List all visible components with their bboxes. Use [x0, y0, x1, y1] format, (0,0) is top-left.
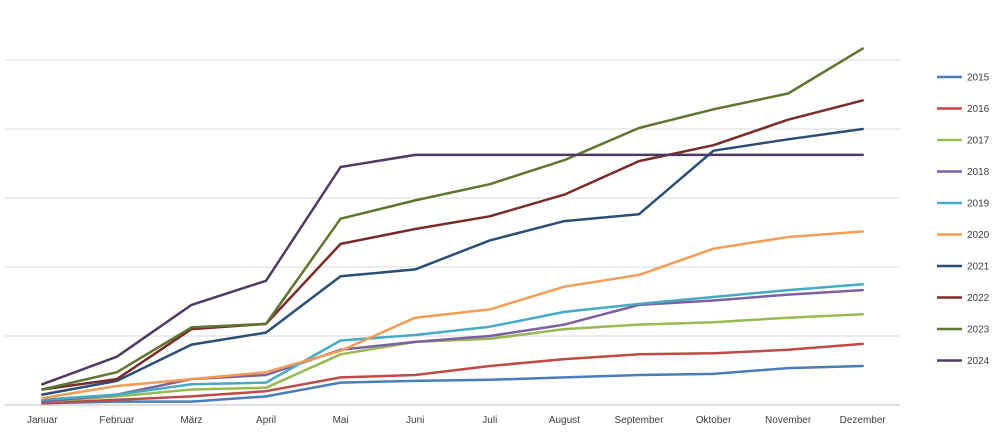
series-line-2019 — [41, 283, 864, 402]
x-tick-label: April — [256, 415, 276, 426]
x-tick-label: November — [765, 415, 812, 426]
series-line-2017 — [41, 313, 864, 403]
x-tick-label: September — [614, 415, 664, 426]
series-lines — [41, 47, 864, 405]
gridlines — [5, 59, 900, 337]
series-line-2015 — [41, 364, 864, 405]
series-line-2022 — [41, 99, 864, 391]
x-tick-label: Februar — [99, 415, 135, 426]
legend-label: 2018 — [967, 167, 990, 178]
x-tick-label: März — [180, 415, 202, 426]
legend-label: 2016 — [967, 104, 990, 115]
x-tick-label: Juni — [406, 415, 424, 426]
x-tick-label: Dezember — [840, 415, 887, 426]
x-tick-label: Juli — [482, 415, 497, 426]
series-line-2024 — [41, 153, 864, 386]
x-axis: Januar Februar März April Mai Juni Juli August S… — [5, 404, 900, 426]
series-line-2018 — [41, 288, 864, 403]
legend-label: 2015 — [967, 73, 990, 84]
series-line-2016 — [41, 342, 864, 405]
x-tick-label: Januar — [27, 415, 58, 426]
legend-label: 2021 — [967, 262, 990, 273]
x-tick-label: August — [549, 415, 580, 426]
legend: 2015 2016 2017 2018 2019 2020 2021 2022 2023 2024 — [937, 73, 990, 367]
legend-label: 2019 — [967, 199, 990, 210]
legend-label: 2020 — [967, 230, 990, 241]
series-line-2020 — [41, 230, 864, 400]
legend-label: 2024 — [967, 356, 990, 367]
series-line-2021 — [41, 127, 864, 396]
legend-label: 2023 — [967, 325, 990, 336]
x-tick-label: Oktober — [696, 415, 732, 426]
legend-label: 2017 — [967, 136, 990, 147]
x-tick-label: Mai — [333, 415, 349, 426]
legend-label: 2022 — [967, 293, 990, 304]
series-line-2023 — [41, 47, 864, 391]
